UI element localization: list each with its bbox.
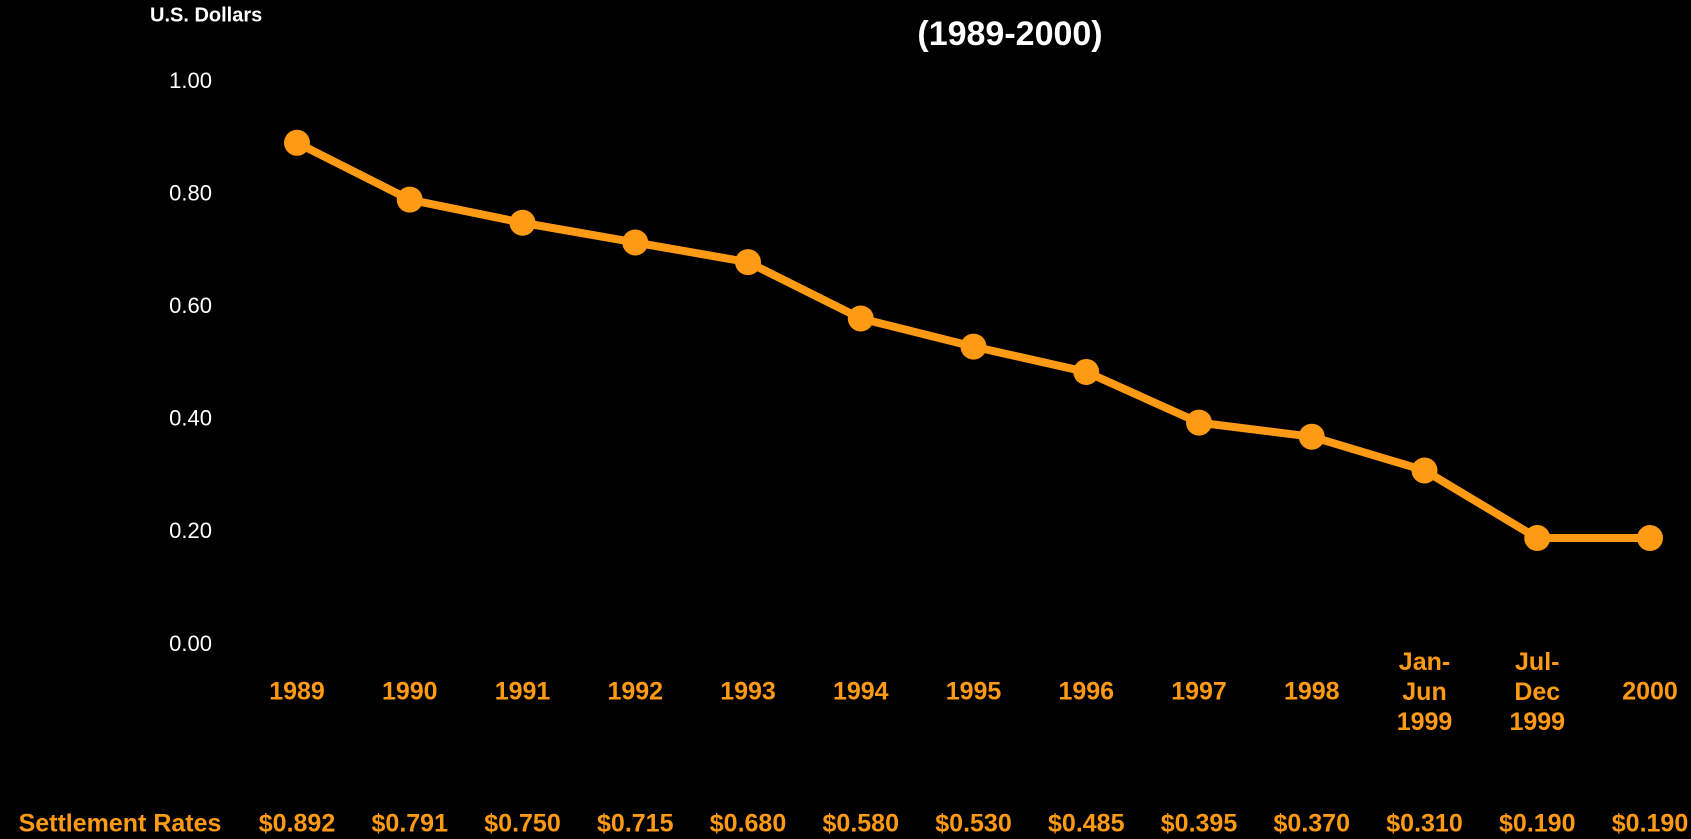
value-label: $0.750	[484, 810, 560, 838]
x-tick-label: 1994	[833, 678, 889, 706]
value-label: $0.190	[1499, 810, 1575, 838]
x-tick-label: 1995	[946, 678, 1002, 706]
point	[1411, 457, 1438, 484]
point	[509, 209, 536, 236]
y-axis-label: U.S. Dollars	[150, 4, 262, 26]
value-label: $0.310	[1386, 810, 1462, 838]
point	[847, 305, 874, 332]
x-tick-label: 1997	[1171, 678, 1227, 706]
y-tick-label: 0.60	[169, 293, 212, 318]
value-label: $0.395	[1161, 810, 1238, 838]
point	[284, 129, 310, 156]
value-label: $0.892	[259, 810, 335, 838]
x-tick-label: Jan-Jun 1999	[1397, 648, 1453, 736]
value-label: $0.791	[372, 810, 449, 838]
point	[960, 333, 987, 360]
value-label: $0.190	[1612, 810, 1688, 838]
y-tick-label: 0.40	[169, 406, 212, 431]
x-tick-label: 1989	[269, 678, 325, 706]
y-tick-label: 1.00	[169, 68, 212, 93]
value-label: $0.580	[823, 810, 899, 838]
value-label: $0.370	[1274, 810, 1350, 838]
point	[622, 229, 649, 256]
x-tick-label: 1993	[720, 678, 776, 706]
point	[1524, 525, 1551, 552]
x-tick-label: 1990	[382, 678, 438, 706]
value-label: $0.680	[710, 810, 786, 838]
y-tick-label: 0.00	[169, 631, 212, 656]
x-tick-label: 1998	[1284, 678, 1340, 706]
value-label: $0.715	[597, 810, 674, 838]
chart-title: (1989-2000)	[917, 15, 1102, 53]
y-tick-label: 0.20	[169, 518, 212, 543]
point	[1073, 358, 1100, 385]
point	[1637, 525, 1663, 552]
point	[735, 249, 761, 276]
point	[1298, 423, 1325, 450]
y-tick-label: 0.80	[169, 180, 212, 205]
value-label: $0.485	[1048, 810, 1125, 838]
row-label: Settlement Rates	[19, 810, 222, 838]
point	[396, 186, 423, 213]
value-label: $0.530	[935, 810, 1011, 838]
x-tick-label: Jul-Dec 1999	[1509, 648, 1565, 736]
x-tick-label: 2000	[1622, 678, 1678, 706]
x-tick-label: 1991	[495, 678, 551, 706]
x-tick-label: 1996	[1058, 678, 1114, 706]
point	[1186, 409, 1212, 436]
x-tick-label: 1992	[607, 678, 663, 706]
